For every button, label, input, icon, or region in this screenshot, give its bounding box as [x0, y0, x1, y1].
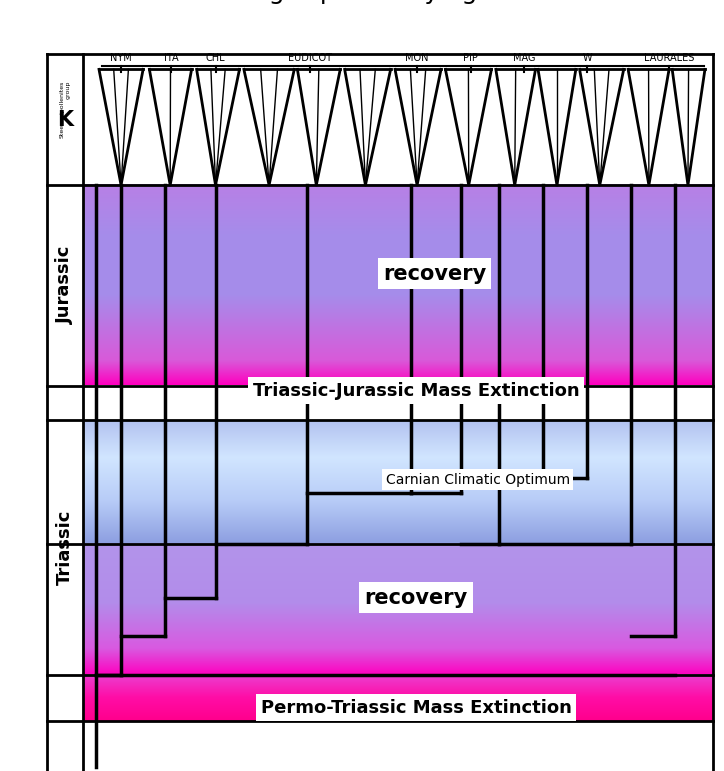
Text: recovery: recovery: [365, 588, 468, 608]
Text: LAURALES: LAURALES: [644, 53, 694, 63]
Text: Jurassic: Jurassic: [56, 246, 74, 325]
Text: Triassic: Triassic: [56, 510, 74, 585]
Text: EUDICOT: EUDICOT: [288, 53, 332, 63]
Text: Steevesipollenites
group: Steevesipollenites group: [60, 81, 71, 138]
Text: The Angiosperm Phylogenetic Tree: The Angiosperm Phylogenetic Tree: [181, 0, 615, 4]
Text: K: K: [57, 109, 73, 130]
Text: Permo-Triassic Mass Extinction: Permo-Triassic Mass Extinction: [261, 699, 572, 717]
Text: NYM: NYM: [110, 53, 132, 63]
Text: recovery: recovery: [383, 264, 486, 284]
Text: CHL: CHL: [206, 53, 225, 63]
Text: ITA: ITA: [164, 53, 179, 63]
Text: MAG: MAG: [513, 53, 536, 63]
Text: W: W: [582, 53, 592, 63]
Text: MON: MON: [405, 53, 429, 63]
Text: Triassic-Jurassic Mass Extinction: Triassic-Jurassic Mass Extinction: [253, 382, 580, 400]
Text: Carnian Climatic Optimum: Carnian Climatic Optimum: [386, 473, 570, 487]
Text: PIP: PIP: [463, 53, 478, 63]
